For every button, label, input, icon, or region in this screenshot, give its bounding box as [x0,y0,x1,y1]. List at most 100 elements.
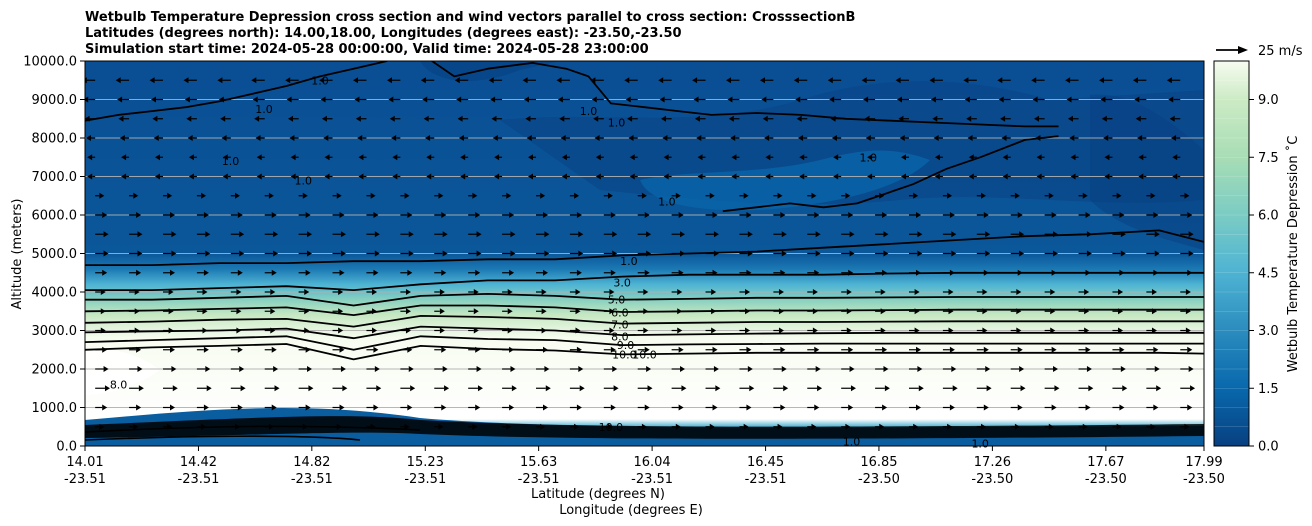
wind-vector-head [696,135,702,141]
wind-vector-head [541,308,547,315]
wind-vector-head [251,77,257,84]
wind-vector-head [121,173,127,180]
wind-vector-head [1169,115,1175,122]
wind-vector-head [324,173,330,180]
wind-vector-head [900,154,906,161]
wind-vector-head [765,154,771,161]
wind-vector-head [629,173,635,180]
contour-label: 1.0 [620,255,638,268]
wind-vector-head [540,192,546,199]
wind-vector-head [576,346,582,353]
wind-vector-head [203,404,209,411]
wind-vector-head [102,404,108,411]
wind-vector-head [949,346,955,353]
wind-vector-head [609,289,615,295]
wind-vector-head [949,212,955,218]
wind-vector-head [778,289,784,295]
wind-vector-head [510,250,516,257]
wind-vector-head [460,173,466,180]
wind-vector-head [239,366,245,372]
wind-vector-head [759,77,765,84]
wind-vector-head [1171,135,1177,141]
wind-vector-head [765,173,771,180]
wind-vector-head [778,308,784,315]
wind-vector-head [1172,173,1178,180]
wind-vector-head [694,115,700,122]
wind-vector-head [1086,366,1092,372]
wind-vector-head [1153,212,1159,218]
wind-vector-head [1048,192,1054,199]
wind-vector-head [895,77,901,84]
wind-vector-head [948,308,954,315]
wind-vector-head [357,135,363,141]
wind-vector-head [85,77,87,84]
wind-vector-head [1120,250,1126,257]
wind-vector-head [407,346,413,353]
x-tick-label-lon: -23.51 [178,472,220,487]
wind-vector-head [731,173,737,180]
wind-vector-head [183,77,189,84]
wind-vector-head [254,115,260,122]
wind-vector-head [883,250,889,257]
wind-vector-head [643,289,649,295]
wind-vector-head [608,192,614,199]
wind-vector-head [867,154,873,161]
wind-vector-head [268,192,274,199]
wind-vector-head [712,269,718,276]
wind-vector-head [817,385,823,392]
wind-vector-head [845,423,851,430]
wind-vector-head [305,404,311,411]
chart-title-line-2: Latitudes (degrees north): 14.00,18.00, … [85,26,682,41]
wind-vector-head [761,96,767,103]
wind-vector-head [1138,154,1144,161]
colorbar-tick-label: 3.0 [1258,324,1279,339]
wind-vector-head [900,173,906,180]
wind-vector-head [304,289,310,295]
wind-vector-head [1082,423,1088,430]
wind-vector-head [456,96,462,103]
x-tick-label-lat: 15.63 [520,455,557,470]
wind-vector-head [796,115,802,122]
wind-vector-head [967,135,973,141]
wind-vector-head [340,366,346,372]
wind-vector-head [203,212,209,218]
wind-vector-head [473,327,479,334]
wind-vector-head [104,385,110,392]
wind-vector-head [713,366,719,372]
x-tick-label-lon: -23.50 [1183,472,1225,487]
wind-vector-head [169,269,175,276]
wind-vector-head [557,96,563,103]
wind-vector-head [118,115,124,122]
wind-vector-head [220,115,226,122]
colorbar-tick-label: 7.5 [1258,151,1279,166]
wind-vector-head [850,385,856,392]
wind-vector-head [511,385,517,392]
wind-vector-head [1036,173,1042,180]
contour-label: 3.0 [613,276,631,289]
wind-vector-head [1151,308,1157,315]
contour-label: 1.0 [255,103,273,116]
wind-vector-head [270,308,276,315]
wind-vector-head [475,212,481,218]
wind-vector-head [1086,250,1092,257]
wind-vector-head [201,423,207,430]
wind-vector-head [627,115,633,122]
wind-vector-head [171,366,177,372]
wind-vector-head [610,269,616,276]
wind-vector-head [641,192,647,199]
wind-vector-head [747,231,753,238]
wind-vector-head [983,346,989,353]
wind-vector-head [949,404,955,411]
y-tick-label: 0.0 [56,440,77,455]
wind-vector-head [370,192,376,199]
wind-vector-head [644,346,650,353]
wind-vector-head [1084,289,1090,295]
wind-vector-head [879,192,885,199]
contour-line-5-0 [85,293,1204,307]
wind-vector-head [1103,135,1109,141]
wind-vector-head [507,327,513,334]
wind-vector-head [590,77,596,84]
wind-vector-head [1017,269,1023,276]
wind-vector-head [477,385,483,392]
wind-vector-head [545,385,551,392]
